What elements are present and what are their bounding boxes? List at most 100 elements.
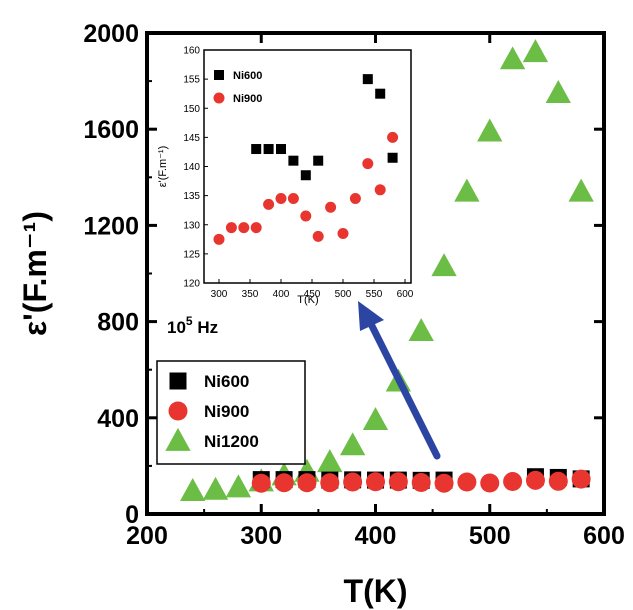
main-x-axis-label: T(K) bbox=[344, 573, 408, 609]
legend-label-ni1200: Ni1200 bbox=[204, 432, 259, 451]
main-point-ni900 bbox=[388, 472, 408, 492]
main-y-ticks: 0 400 800 1200 1600 2000 bbox=[83, 20, 604, 529]
inset-point-ni900 bbox=[250, 222, 262, 234]
inset-x-tick-label: 600 bbox=[397, 289, 414, 300]
main-legend: Ni600 Ni900 Ni1200 bbox=[156, 360, 306, 465]
inset-point-ni900 bbox=[337, 227, 349, 239]
main-y-axis-label: ε'(F.m⁻¹) bbox=[17, 211, 53, 336]
inset-legend-marker-ni900 bbox=[213, 92, 225, 104]
main-point-ni900 bbox=[320, 473, 340, 493]
inset-legend-marker-ni600 bbox=[214, 70, 224, 80]
main-point-ni1200 bbox=[568, 178, 594, 202]
inset-point-ni600 bbox=[251, 144, 262, 155]
inset-series-ni600 bbox=[251, 74, 398, 181]
inset-x-tick-label: 400 bbox=[273, 289, 290, 300]
inset-point-ni900 bbox=[213, 233, 225, 245]
inset-point-ni600 bbox=[375, 88, 386, 99]
inset-y-tick-label: 120 bbox=[183, 279, 200, 290]
main-y-tick-label: 1200 bbox=[83, 212, 139, 240]
inset-point-ni600 bbox=[263, 144, 274, 155]
main-point-ni900 bbox=[274, 473, 294, 493]
inset-x-tick-label: 450 bbox=[304, 289, 321, 300]
main-point-ni900 bbox=[434, 473, 454, 493]
main-series-ni900 bbox=[251, 469, 591, 493]
inset-y-tick-label: 155 bbox=[183, 75, 200, 86]
main-y-tick-label: 800 bbox=[97, 309, 139, 337]
inset-legend-label-ni600: Ni600 bbox=[233, 70, 262, 82]
inset-point-ni600 bbox=[387, 152, 398, 163]
frequency-label: 105 Hz bbox=[167, 314, 218, 337]
main-point-ni900 bbox=[571, 469, 591, 489]
inset-point-ni900 bbox=[374, 184, 386, 196]
main-point-ni900 bbox=[411, 472, 431, 492]
main-point-ni900 bbox=[525, 470, 545, 490]
main-point-ni1200 bbox=[340, 432, 366, 456]
inset-point-ni900 bbox=[362, 158, 374, 170]
main-point-ni900 bbox=[343, 472, 363, 492]
inset-x-tick-label: 300 bbox=[211, 289, 228, 300]
legend-label-ni900: Ni900 bbox=[204, 402, 249, 421]
main-point-ni1200 bbox=[477, 118, 503, 142]
main-x-tick-label: 300 bbox=[240, 522, 282, 550]
inset-point-ni600 bbox=[288, 155, 299, 166]
inset-y-axis-label: ε'(F.m⁻¹) bbox=[157, 146, 169, 188]
main-point-ni900 bbox=[251, 473, 271, 493]
main-point-ni1200 bbox=[499, 46, 526, 70]
main-y-tick-label: 400 bbox=[97, 405, 139, 433]
legend-marker-ni600 bbox=[169, 372, 187, 390]
inset-point-ni600 bbox=[276, 144, 286, 155]
main-y-tick-label: 1600 bbox=[83, 116, 139, 144]
inset-point-ni900 bbox=[300, 210, 312, 222]
main-point-ni900 bbox=[457, 472, 477, 492]
inset-y-tick-label: 145 bbox=[183, 133, 200, 144]
main-point-ni900 bbox=[503, 472, 523, 492]
main-point-ni1200 bbox=[317, 449, 343, 473]
inset-x-tick-label: 550 bbox=[366, 289, 383, 300]
inset-point-ni600 bbox=[362, 74, 373, 85]
inset-y-tick-label: 140 bbox=[183, 162, 200, 173]
arrow-head bbox=[358, 301, 384, 331]
main-point-ni900 bbox=[548, 471, 568, 491]
main-point-ni1200 bbox=[225, 474, 252, 498]
main-point-ni1200 bbox=[202, 476, 229, 500]
main-point-ni1200 bbox=[454, 178, 480, 202]
legend-marker-ni1200 bbox=[165, 427, 191, 451]
main-plot: 200 300 400 500 600 0 400 800 1200 1600 2000 T(K) ε'… bbox=[17, 20, 625, 609]
main-x-ticks: 200 300 400 500 600 bbox=[126, 33, 625, 550]
main-point-ni900 bbox=[297, 473, 317, 493]
inset-point-ni900 bbox=[287, 193, 299, 205]
main-point-ni1200 bbox=[431, 253, 457, 277]
inset-point-ni900 bbox=[238, 222, 250, 234]
inset-legend-label-ni900: Ni900 bbox=[233, 93, 262, 105]
inset-x-axis-label: T(K) bbox=[297, 294, 318, 306]
inset-point-ni900 bbox=[225, 222, 237, 234]
inset-point-ni900 bbox=[349, 193, 361, 205]
main-point-ni1200 bbox=[362, 407, 389, 431]
main-point-ni1200 bbox=[408, 318, 434, 342]
main-point-ni1200 bbox=[180, 478, 206, 501]
main-x-tick-label: 400 bbox=[355, 522, 397, 550]
inset-x-tick-label: 350 bbox=[242, 289, 259, 300]
inset-point-ni900 bbox=[312, 230, 324, 242]
inset-series-ni900 bbox=[213, 131, 399, 245]
arrow-shaft bbox=[366, 318, 441, 460]
inset-plot: 300 350 400 450 500 550 600 120 125 130 135 140 145 1… bbox=[157, 46, 441, 460]
inset-point-ni900 bbox=[387, 131, 399, 143]
inset-y-tick-label: 125 bbox=[183, 249, 200, 260]
main-point-ni1200 bbox=[522, 39, 549, 63]
inset-point-ni900 bbox=[275, 193, 287, 205]
main-point-ni900 bbox=[480, 473, 500, 493]
main-point-ni900 bbox=[366, 472, 385, 492]
main-x-tick-label: 200 bbox=[126, 522, 168, 550]
legend-label-ni600: Ni600 bbox=[204, 372, 249, 391]
main-x-tick-label: 600 bbox=[583, 522, 625, 550]
main-x-tick-label: 500 bbox=[469, 522, 511, 550]
main-y-tick-label: 2000 bbox=[83, 20, 139, 48]
inset-y-tick-label: 160 bbox=[183, 46, 200, 57]
main-point-ni1200 bbox=[545, 80, 571, 103]
inset-plot-frame bbox=[203, 49, 412, 284]
inset-y-tick-label: 135 bbox=[183, 191, 200, 202]
inset-point-ni900 bbox=[263, 198, 275, 210]
inset-x-tick-label: 500 bbox=[335, 289, 352, 300]
